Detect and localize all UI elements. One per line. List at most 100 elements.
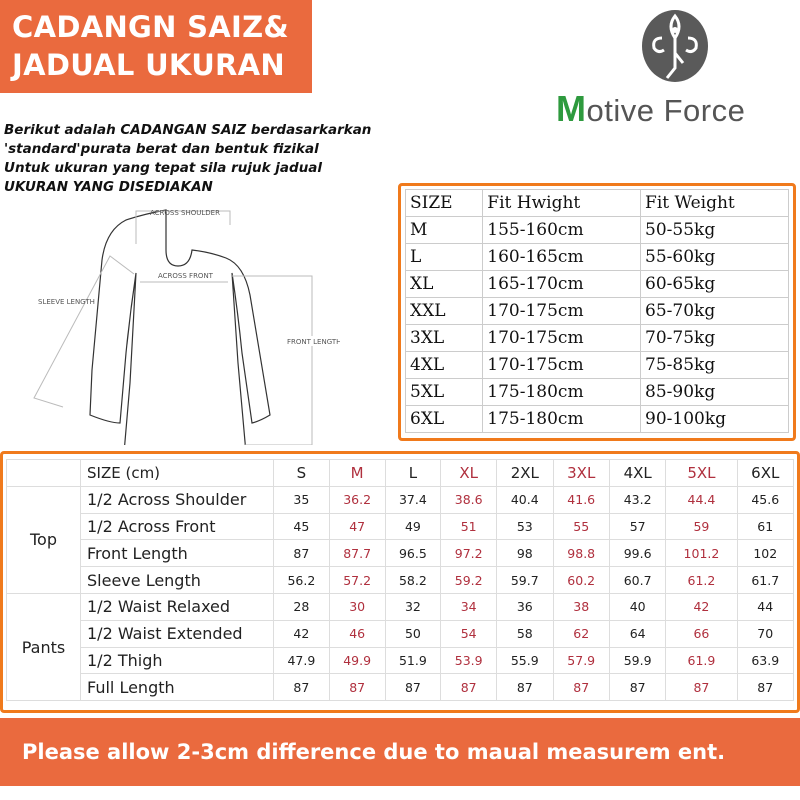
table-cell: 50-55kg xyxy=(640,216,789,244)
table-cell: 60-65kg xyxy=(640,270,789,298)
table-row: XL 165-170cm 60-65kg xyxy=(404,270,789,298)
size-column-header: L xyxy=(384,459,442,487)
size-column-header: 4XL xyxy=(608,459,667,487)
group-label: Top xyxy=(6,485,81,594)
table-cell: 70-75kg xyxy=(640,324,789,352)
measurement-label: Sleeve Length xyxy=(80,566,274,594)
measurement-value: 101.2 xyxy=(665,539,738,568)
column-header: SIZE (cm) xyxy=(80,459,274,487)
measurement-value: 49.9 xyxy=(328,646,386,675)
table-cell: 85-90kg xyxy=(640,378,789,406)
measurement-value: 55.9 xyxy=(496,646,554,675)
table-header-row: SIZE Fit Hwight Fit Weight xyxy=(404,189,789,217)
measurement-value: 57 xyxy=(608,512,667,541)
measurement-value: 61.2 xyxy=(665,566,738,594)
front-length-label: FRONT LENGTH xyxy=(287,338,340,346)
measurement-value: 41.6 xyxy=(552,485,610,514)
measurement-value: 60.7 xyxy=(608,566,667,594)
table-cell: 6XL xyxy=(404,405,484,433)
measurement-value: 61.7 xyxy=(736,566,795,594)
table-cell: 170-175cm xyxy=(482,297,642,325)
table-row: Sleeve Length 56.2 57.2 58.2 59.2 59.7 60.2 60.… xyxy=(7,566,795,594)
title-line-2: JADUAL UKURAN xyxy=(12,48,285,82)
group-header-empty xyxy=(6,459,81,487)
table-header-row: SIZE (cm) S M L XL 2XL 3XL 4XL 5XL 6XL xyxy=(6,459,795,487)
table-row: 3XL 170-175cm 70-75kg xyxy=(404,324,789,352)
measurement-value: 102 xyxy=(736,539,795,568)
measurement-label: 1/2 Waist Extended xyxy=(80,619,274,648)
intro-line: Untuk ukuran yang tepat sila rujuk jadua… xyxy=(4,160,323,176)
table-cell: 65-70kg xyxy=(640,297,789,325)
size-recommendation-table: SIZE Fit Hwight Fit Weight M 155-160cm 50-… xyxy=(398,183,796,441)
table-row: M 155-160cm 50-55kg xyxy=(404,216,789,244)
measurement-value: 53.9 xyxy=(440,646,498,675)
measurement-value: 50 xyxy=(384,619,442,648)
measurement-value: 98.8 xyxy=(552,539,610,568)
table-cell: L xyxy=(404,243,484,271)
table-cell: 90-100kg xyxy=(640,405,789,433)
table-cell: M xyxy=(404,216,484,244)
measurement-value: 57.9 xyxy=(552,646,610,675)
table-cell: 175-180cm xyxy=(482,378,642,406)
table-row: 1/2 Thigh 47.9 49.9 51.9 53.9 55.9 57.9 59.9 61.… xyxy=(7,646,795,675)
size-column-header: M xyxy=(328,459,386,487)
across-shoulder-label: ACROSS SHOULDER xyxy=(150,209,220,217)
measurement-value: 34 xyxy=(440,592,498,621)
measurement-value: 64 xyxy=(608,619,667,648)
measurement-value: 40.4 xyxy=(496,485,554,514)
measurement-value: 59.9 xyxy=(608,646,667,675)
measurement-value: 56.2 xyxy=(273,566,330,594)
measurement-value: 87 xyxy=(608,673,667,702)
table-cell: 55-60kg xyxy=(640,243,789,271)
measurement-label: 1/2 Waist Relaxed xyxy=(80,592,274,621)
column-header: Fit Hwight xyxy=(482,189,642,217)
measurement-value: 66 xyxy=(665,619,738,648)
table-row: XXL 170-175cm 65-70kg xyxy=(404,297,789,325)
measurement-value: 44 xyxy=(736,592,795,621)
measurement-label: 1/2 Across Front xyxy=(80,512,274,541)
column-header: SIZE xyxy=(404,189,484,217)
measurement-value: 87 xyxy=(273,539,330,568)
size-column-header: S xyxy=(273,459,330,487)
measurement-value: 45.6 xyxy=(736,485,795,514)
table-row: Pants 1/2 Waist Relaxed 28 30 32 34 36 38 40 42 44 xyxy=(6,592,795,702)
measurement-value: 87 xyxy=(440,673,498,702)
title-banner: CADANGN SAIZ& JADUAL UKURAN xyxy=(0,0,312,93)
measurement-value: 87 xyxy=(736,673,795,702)
measurement-label: Front Length xyxy=(80,539,274,568)
measurement-value: 36 xyxy=(496,592,554,621)
table-row: 4XL 170-175cm 75-85kg xyxy=(404,351,789,379)
measurement-value: 35 xyxy=(273,485,330,514)
table-cell: 155-160cm xyxy=(482,216,642,244)
measurement-value: 97.2 xyxy=(440,539,498,568)
column-header: Fit Weight xyxy=(640,189,789,217)
intro-line: UKURAN YANG DISEDIAKAN xyxy=(4,179,213,195)
table-row: Top 1/2 Across Shoulder 35 36.2 37.4 38.6 40.4… xyxy=(6,485,795,594)
table-cell: XL xyxy=(404,270,484,298)
table-row: 5XL 175-180cm 85-90kg xyxy=(404,378,789,406)
measurement-value: 51.9 xyxy=(384,646,442,675)
brand-name: Motive Force xyxy=(556,88,745,130)
measurement-value: 28 xyxy=(273,592,330,621)
measurement-value: 45 xyxy=(273,512,330,541)
table-cell: 165-170cm xyxy=(482,270,642,298)
table-row: 1/2 Across Front 45 47 49 51 53 55 57 59 61 xyxy=(7,512,795,541)
table-cell: 170-175cm xyxy=(482,351,642,379)
measurement-value: 37.4 xyxy=(384,485,442,514)
measurement-value: 98 xyxy=(496,539,554,568)
measurement-value: 87 xyxy=(665,673,738,702)
measurement-value: 58.2 xyxy=(384,566,442,594)
table-row: 6XL 175-180cm 90-100kg xyxy=(404,405,789,433)
measurement-value: 30 xyxy=(328,592,386,621)
intro-line: 'standard'purata berat dan bentuk fizika… xyxy=(4,141,319,157)
measurement-value: 59 xyxy=(665,512,738,541)
group-label: Pants xyxy=(6,592,81,702)
measurement-value: 87 xyxy=(328,673,386,702)
measurement-value: 42 xyxy=(273,619,330,648)
brand-initial: M xyxy=(556,88,587,129)
measurement-value: 61 xyxy=(736,512,795,541)
table-cell: 4XL xyxy=(404,351,484,379)
size-column-header: 3XL xyxy=(552,459,610,487)
measurement-value: 40 xyxy=(608,592,667,621)
measurement-value: 43.2 xyxy=(608,485,667,514)
